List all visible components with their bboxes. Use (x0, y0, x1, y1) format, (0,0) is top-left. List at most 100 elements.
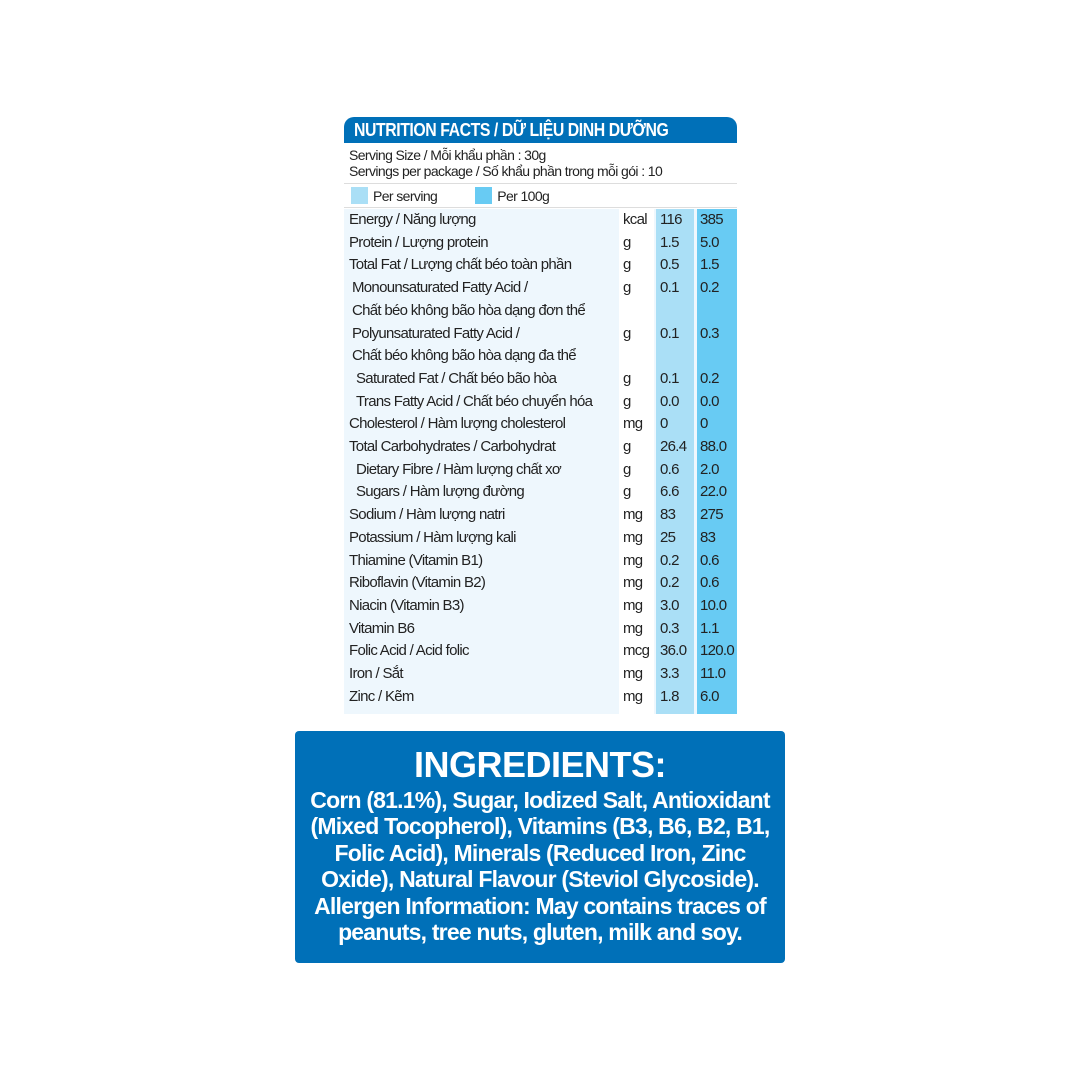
nutrition-row: Iron / Sắt mg 3.3 11.0 (344, 663, 737, 686)
per-100g-value: 5.0 (700, 233, 719, 251)
per-100g-value: 1.1 (700, 619, 719, 637)
nutrient-label: Polyunsaturated Fatty Acid / Chất béo khô… (344, 323, 619, 368)
per-100g-value: 0.6 (700, 574, 719, 592)
unit: mg (623, 551, 643, 569)
unit: mg (623, 574, 643, 592)
nutrition-row: Energy / Năng lượng kcal 116 385 (344, 209, 737, 232)
nutrient-label: Zinc / Kẽm (349, 687, 414, 705)
per-serving-value: 3.3 (660, 665, 679, 683)
per-serving-value: 1.8 (660, 687, 679, 705)
per-100g-swatch (475, 187, 493, 204)
per-serving-swatch (351, 187, 368, 204)
unit: g (623, 460, 631, 478)
per-serving-value: 0.0 (660, 392, 679, 410)
nutrient-label: Monounsaturated Fatty Acid / Chất béo khô… (344, 277, 619, 322)
per-serving-value: 0.3 (660, 619, 679, 637)
per-100g-value: 6.0 (700, 687, 719, 705)
nutrition-row: Total Fat / Lượng chất béo toàn phần g 0.5… (344, 254, 737, 277)
unit: kcal (623, 211, 648, 228)
nutrition-row: Sugars / Hàm lượng đường g 6.6 22.0 (344, 481, 737, 504)
nutrition-row: Saturated Fat / Chất béo bão hòa g 0.1 0.2 (344, 368, 737, 391)
nutrient-label: Niacin (Vitamin B3) (349, 596, 465, 614)
legend-per-100g: Per 100g (497, 187, 550, 204)
unit: g (623, 392, 631, 410)
per-serving-value: 0.1 (660, 279, 679, 297)
nutrient-label: Dietary Fibre / Hàm lượng chất xơ (356, 460, 562, 478)
per-100g-value: 1.5 (700, 256, 719, 274)
per-serving-value: 36.0 (660, 642, 687, 660)
per-100g-value: 22.0 (700, 483, 727, 501)
per-100g-value: 0.2 (700, 369, 719, 387)
nutrition-row: Zinc / Kẽm mg 1.8 6.0 (344, 686, 737, 709)
nutrient-label: Protein / Lượng protein (349, 233, 489, 251)
nutrient-label-line2: Chất béo không bão hòa dạng đa thể (352, 347, 577, 365)
per-100g-value: 83 (700, 528, 716, 546)
per-serving-value: 0.2 (660, 551, 679, 569)
nutrition-row: Total Carbohydrates / Carbohydrat g 26.4 88… (344, 436, 737, 459)
unit: mg (623, 528, 643, 546)
nutrition-facts-panel: NUTRITION FACTS / DỮ LIỆU DINH DƯỠNG Ser… (344, 117, 737, 714)
unit: g (623, 483, 631, 501)
unit: mg (623, 506, 643, 524)
ingredients-box: INGREDIENTS: Corn (81.1%), Sugar, Iodize… (295, 731, 785, 963)
nutrition-row: Vitamin B6 mg 0.3 1.1 (344, 618, 737, 641)
per-100g-value: 2.0 (700, 460, 719, 478)
nutrient-label: Vitamin B6 (349, 619, 415, 637)
per-100g-value: 275 (700, 506, 724, 524)
per-100g-value: 0.2 (700, 279, 719, 297)
unit: g (623, 256, 631, 274)
unit: mcg (623, 642, 650, 660)
legend-per-serving: Per serving (373, 187, 438, 204)
unit: mg (623, 687, 643, 705)
nutrition-row: Potassium / Hàm lượng kali mg 25 83 (344, 527, 737, 550)
serving-info: Serving Size / Mỗi khẩu phần : 30g Servi… (344, 143, 737, 184)
per-100g-value: 0.0 (700, 392, 719, 410)
per-100g-value: 11.0 (700, 665, 726, 683)
per-serving-value: 0 (660, 415, 668, 433)
per-serving-value: 3.0 (660, 596, 679, 614)
ingredients-text: Corn (81.1%), Sugar, Iodized Salt, Antio… (310, 787, 770, 946)
nutrition-table: Energy / Năng lượng kcal 116 385 Protein / L… (344, 209, 737, 714)
nutrient-label: Folic Acid / Acid folic (349, 642, 469, 660)
nutrition-row: Dietary Fibre / Hàm lượng chất xơ g 0.6 2.0 (344, 459, 737, 482)
nutrition-row: Cholesterol / Hàm lượng cholesterol mg 0 0 (344, 413, 737, 436)
nutrition-row: Niacin (Vitamin B3) mg 3.0 10.0 (344, 595, 737, 618)
per-serving-value: 25 (660, 528, 676, 546)
unit-column-bg (619, 209, 654, 714)
nutrient-label: Sugars / Hàm lượng đường (356, 483, 525, 501)
per-serving-value: 1.5 (660, 233, 679, 251)
per-serving-value: 0.2 (660, 574, 679, 592)
per-serving-column-bg (656, 209, 694, 714)
per-100g-value: 120.0 (700, 642, 735, 660)
unit: g (623, 324, 631, 342)
nutrition-title: NUTRITION FACTS / DỮ LIỆU DINH DƯỠNG (344, 117, 737, 143)
nutrient-label: Energy / Năng lượng (349, 211, 476, 228)
per-100g-column-bg (697, 209, 737, 714)
per-serving-value: 83 (660, 506, 676, 524)
nutrient-label: Iron / Sắt (349, 665, 404, 683)
nutrition-row: Folic Acid / Acid folic mcg 36.0 120.0 (344, 640, 737, 663)
nutrition-row: Sodium / Hàm lượng natri mg 83 275 (344, 504, 737, 527)
nutrition-row: Thiamine (Vitamin B1) mg 0.2 0.6 (344, 550, 737, 573)
nutrient-label-line2: Chất béo không bão hòa dạng đơn thể (352, 301, 586, 319)
nutrient-label-line1: Monounsaturated Fatty Acid / (352, 279, 528, 297)
nutrient-label: Cholesterol / Hàm lượng cholesterol (349, 415, 566, 433)
per-serving-value: 26.4 (660, 438, 687, 456)
nutrient-label: Total Fat / Lượng chất béo toàn phần (349, 256, 572, 274)
per-serving-value: 0.1 (660, 369, 679, 387)
nutrient-label: Sodium / Hàm lượng natri (349, 506, 505, 524)
ingredients-title: INGREDIENTS: (413, 744, 667, 785)
per-serving-value: 6.6 (660, 483, 679, 501)
per-serving-value: 0.5 (660, 256, 679, 274)
per-100g-value: 0.3 (700, 324, 719, 342)
unit: g (623, 369, 631, 387)
unit: mg (623, 596, 643, 614)
unit: mg (623, 619, 643, 637)
legend: Per serving Per 100g (344, 184, 737, 208)
nutrient-label: Thiamine (Vitamin B1) (349, 551, 483, 569)
per-serving-value: 0.6 (660, 460, 679, 478)
unit: mg (623, 415, 643, 433)
nutrient-label-line1: Polyunsaturated Fatty Acid / (352, 324, 520, 342)
nutrition-row: Trans Fatty Acid / Chất béo chuyển hóa g 0… (344, 391, 737, 414)
serving-size: Serving Size / Mỗi khẩu phần : 30g (349, 147, 546, 163)
